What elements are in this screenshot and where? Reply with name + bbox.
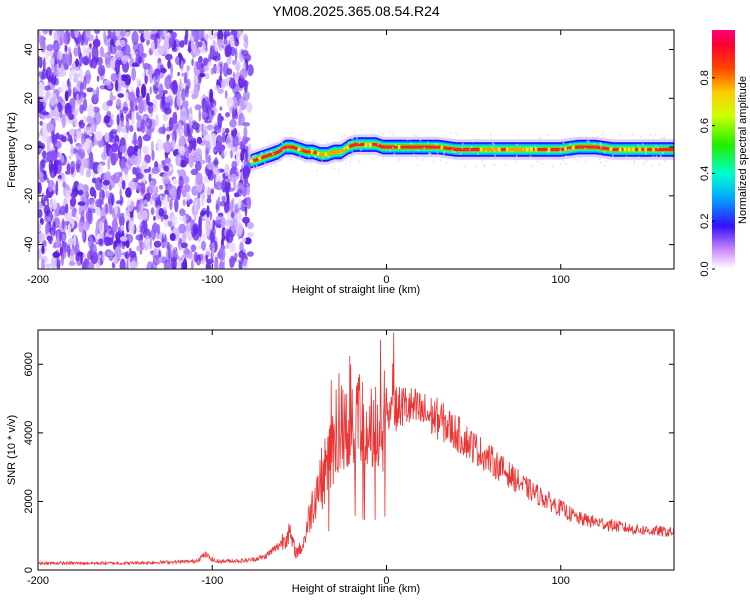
colorbar-tick-label: 0.0 (699, 261, 711, 276)
spectrogram-x-ticks: -200 -100 0 100 (27, 30, 570, 286)
y-tick-label: -20 (23, 188, 35, 204)
snr-x-ticks: -200 -100 0 100 (27, 330, 570, 587)
y-tick-label: 6000 (23, 352, 35, 376)
x-tick-label: 0 (383, 274, 389, 286)
snr-x-axis-label: Height of straight line (km) (292, 583, 420, 595)
x-tick-label: -200 (27, 575, 49, 587)
page-title: YM08.2025.365.08.54.R24 (272, 3, 440, 19)
snr-y-axis-label: SNR (10 * v/v) (6, 415, 18, 485)
snr-frame (37, 329, 675, 571)
x-tick-label: 100 (552, 274, 570, 286)
y-tick-label: 40 (23, 43, 35, 55)
spectrogram-frame (37, 29, 675, 270)
colorbar-tick-label: 0.4 (699, 166, 711, 181)
spectrogram-x-axis-label: Height of straight line (km) (292, 284, 420, 296)
y-tick-label: 20 (23, 92, 35, 104)
x-tick-label: 100 (552, 575, 570, 587)
x-tick-label: 0 (383, 575, 389, 587)
y-tick-label: 0 (23, 567, 35, 573)
y-tick-label: 4000 (23, 421, 35, 445)
x-tick-label: -200 (27, 274, 49, 286)
colorbar-tick-label: 0.6 (699, 118, 711, 133)
x-tick-label: -100 (201, 575, 223, 587)
colorbar: 0.0 0.2 0.4 0.6 0.8 Normalized spectral ampl… (699, 30, 749, 277)
y-tick-label: 0 (23, 144, 35, 150)
colorbar-tick-label: 0.8 (699, 70, 711, 85)
snr-series-line (38, 332, 674, 567)
colorbar-gradient (712, 30, 735, 269)
spectrogram-y-axis-label: Frequency (Hz) (6, 112, 18, 188)
spectrogram-y-ticks: -40 -20 0 20 40 (23, 43, 674, 253)
colorbar-ticks: 0.0 0.2 0.4 0.6 0.8 (699, 70, 715, 277)
spectral-ridge (250, 128, 674, 172)
y-tick-label: -40 (23, 237, 35, 253)
snr-y-ticks: 0 2000 4000 6000 (23, 352, 674, 573)
colorbar-tick-label: 0.2 (699, 214, 711, 229)
noise-region (38, 30, 254, 269)
x-tick-label: -100 (201, 274, 223, 286)
colorbar-label: Normalized spectral amplitude (737, 76, 749, 224)
y-tick-label: 2000 (23, 489, 35, 513)
